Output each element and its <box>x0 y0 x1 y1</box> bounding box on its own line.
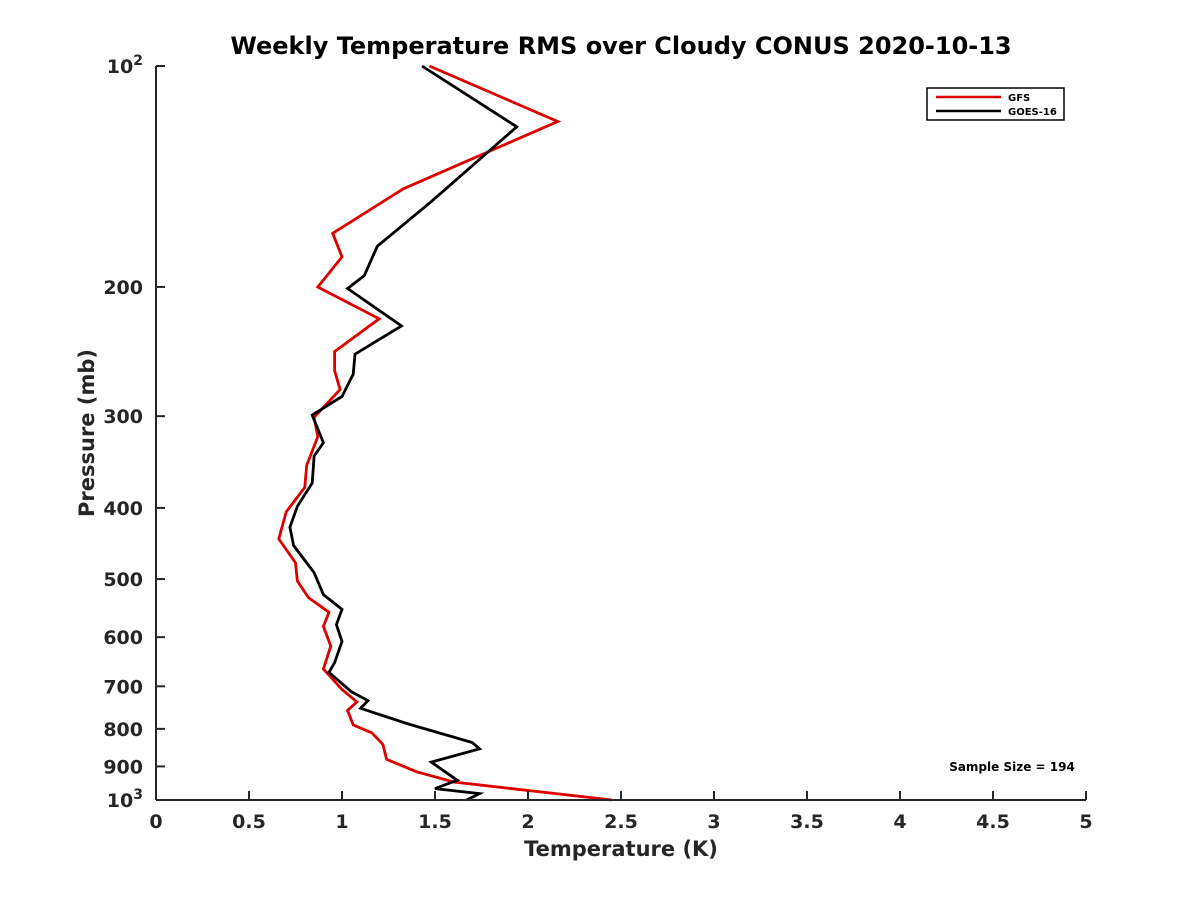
y-tick-label: 900 <box>103 756 143 778</box>
x-tick-label: 3.5 <box>790 811 824 833</box>
x-tick-label: 1 <box>335 811 348 833</box>
x-tick-label: 2.5 <box>604 811 638 833</box>
y-tick-label: 102 <box>107 53 143 78</box>
x-tick-label: 5 <box>1079 811 1092 833</box>
y-tick-label: 200 <box>103 277 143 299</box>
y-axis-label: Pressure (mb) <box>75 349 99 517</box>
x-tick-label: 3 <box>707 811 720 833</box>
y-tick-label: 500 <box>103 569 143 591</box>
y-tick-label: 600 <box>103 627 143 649</box>
legend-label-gfs: GFS <box>1008 93 1030 104</box>
y-tick-label: 700 <box>103 676 143 698</box>
x-tick-label: 4 <box>893 811 906 833</box>
x-tick-label: 1.5 <box>418 811 452 833</box>
x-tick-label: 0 <box>149 811 162 833</box>
x-tick-label: 0.5 <box>232 811 266 833</box>
chart-title: Weekly Temperature RMS over Cloudy CONUS… <box>230 32 1011 60</box>
legend-label-goes16: GOES-16 <box>1008 107 1057 118</box>
y-tick-label: 300 <box>103 406 143 428</box>
plot-lines <box>277 64 612 802</box>
series-line-gfs <box>277 64 612 802</box>
legend: GFS GOES-16 <box>926 87 1065 121</box>
series-line-goes16 <box>288 64 520 802</box>
y-tick-label: 400 <box>103 498 143 520</box>
x-ticks: 0 0.5 1 1.5 2 2.5 3 3.5 4 4.5 5 <box>149 791 1093 833</box>
y-ticks: 102 200 300 400 500 600 700 800 900 103 <box>103 53 165 812</box>
y-tick-label: 103 <box>107 787 143 812</box>
x-axis-label: Temperature (K) <box>524 837 718 861</box>
x-tick-label: 2 <box>521 811 534 833</box>
legend-box <box>926 87 1065 121</box>
sample-size-annotation: Sample Size = 194 <box>949 760 1075 774</box>
y-tick-label: 800 <box>103 719 143 741</box>
x-tick-label: 4.5 <box>976 811 1010 833</box>
